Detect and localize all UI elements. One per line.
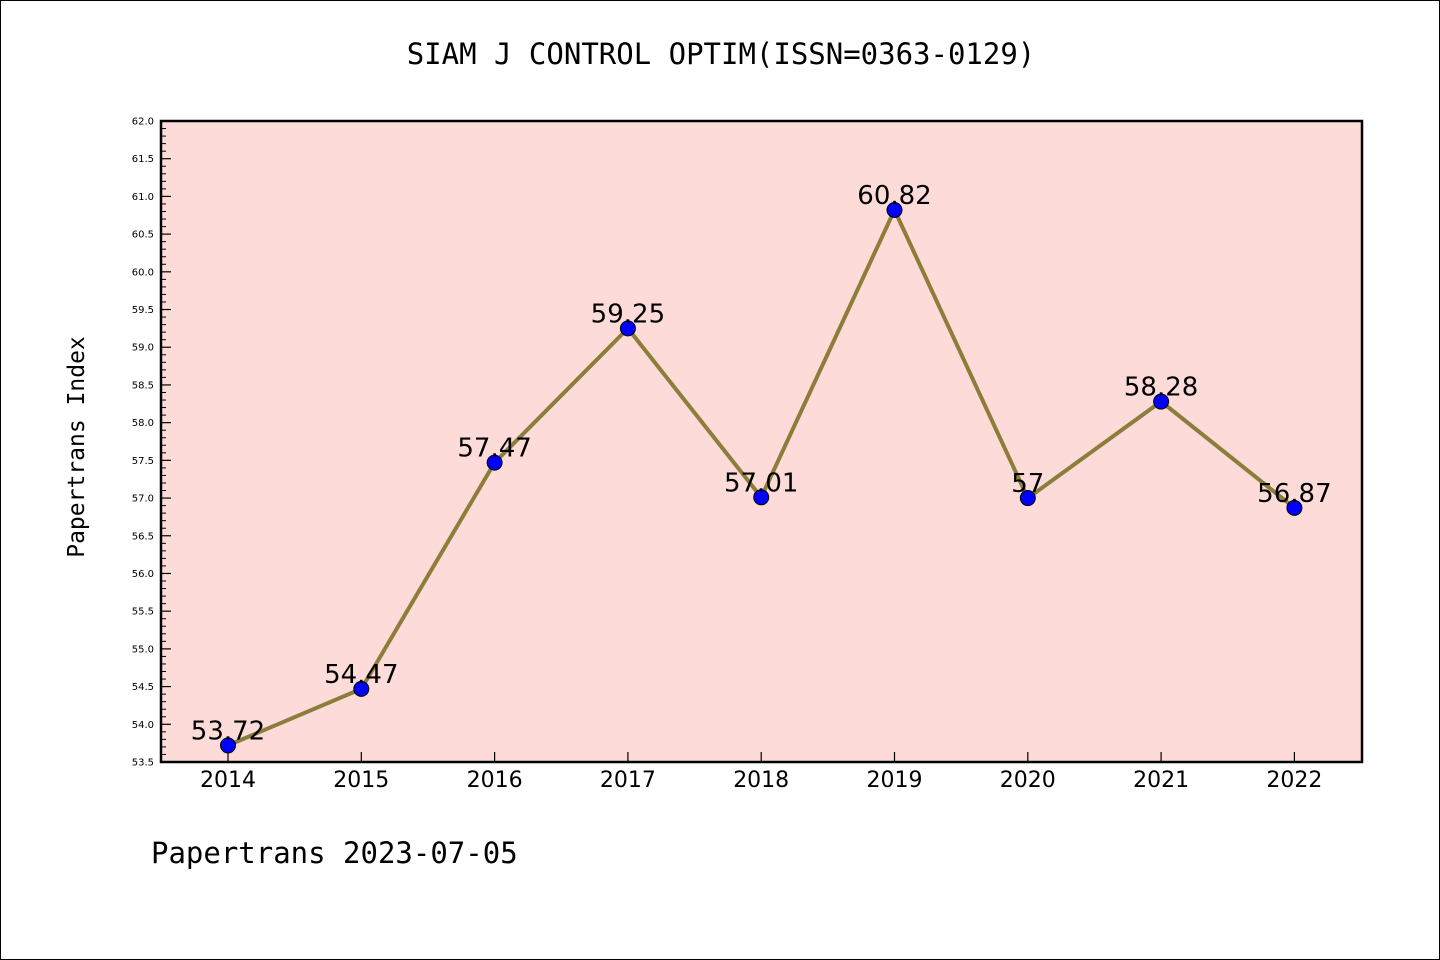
data-point (753, 489, 770, 506)
y-tick-label: 56.5 (132, 531, 154, 542)
data-label: 59.25 (591, 299, 665, 329)
y-tick-label: 55.5 (132, 607, 154, 618)
x-axis-ticks: 2014 2015 2016 2017 2018 2019 2020 2021 2022 (200, 752, 1322, 793)
y-tick-label: 61.0 (132, 192, 154, 203)
footer-note: Papertrans 2023-07-05 (151, 836, 518, 870)
x-tick-label: 2018 (733, 768, 789, 793)
data-label: 54.47 (324, 660, 398, 690)
x-tick-label: 2015 (333, 768, 389, 793)
series-layer: 53.72 54.47 57.47 59.25 57.01 60.82 57 58.28 56.… (191, 181, 1332, 754)
data-point (886, 201, 903, 218)
x-tick-label: 2019 (867, 768, 923, 793)
y-tick-label: 57.0 (132, 494, 154, 505)
y-tick-label: 58.5 (132, 380, 154, 391)
plot-area (159, 119, 1364, 764)
y-tick-label: 53.5 (132, 758, 154, 769)
y-tick-label: 62.0 (132, 117, 154, 128)
x-tick-label: 2022 (1266, 768, 1322, 793)
x-tick-label: 2016 (467, 768, 523, 793)
data-point (1286, 499, 1303, 516)
y-axis-ticks: 53.5 54.0 54.5 55.0 55.5 56.0 56.5 57.0 57.5 58.0… (132, 117, 171, 769)
data-point (1019, 490, 1036, 507)
x-tick-label: 2020 (1000, 768, 1056, 793)
y-tick-label: 54.5 (132, 682, 154, 693)
data-point (353, 680, 370, 697)
data-point (220, 737, 236, 754)
y-tick-label: 54.0 (132, 720, 154, 731)
y-tick-label: 60.0 (132, 267, 154, 278)
data-label: 57 (1011, 469, 1044, 499)
chart-title: SIAM J CONTROL OPTIM(ISSN=0363-0129) (406, 37, 1036, 71)
data-label: 56.87 (1257, 479, 1331, 509)
y-tick-label: 57.5 (132, 456, 154, 467)
y-tick-label: 59.0 (132, 343, 154, 354)
data-label: 58.28 (1124, 373, 1198, 403)
y-tick-label: 61.5 (132, 154, 154, 165)
x-tick-label: 2021 (1133, 768, 1189, 793)
data-label: 53.72 (191, 716, 265, 746)
y-tick-label: 60.5 (132, 230, 154, 241)
y-tick-label: 55.0 (132, 644, 154, 655)
data-label: 57.47 (457, 434, 531, 464)
y-tick-label: 59.5 (132, 305, 154, 316)
data-point (486, 454, 503, 471)
data-point (619, 320, 636, 337)
data-label: 60.82 (857, 181, 931, 211)
x-tick-label: 2014 (200, 768, 256, 793)
data-point (1153, 393, 1170, 410)
x-tick-label: 2017 (600, 768, 656, 793)
data-label: 57.01 (724, 468, 798, 498)
y-tick-label: 58.0 (132, 418, 154, 429)
y-tick-label: 56.0 (132, 569, 154, 580)
